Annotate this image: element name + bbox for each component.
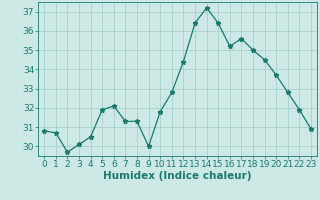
X-axis label: Humidex (Indice chaleur): Humidex (Indice chaleur) [103, 171, 252, 181]
